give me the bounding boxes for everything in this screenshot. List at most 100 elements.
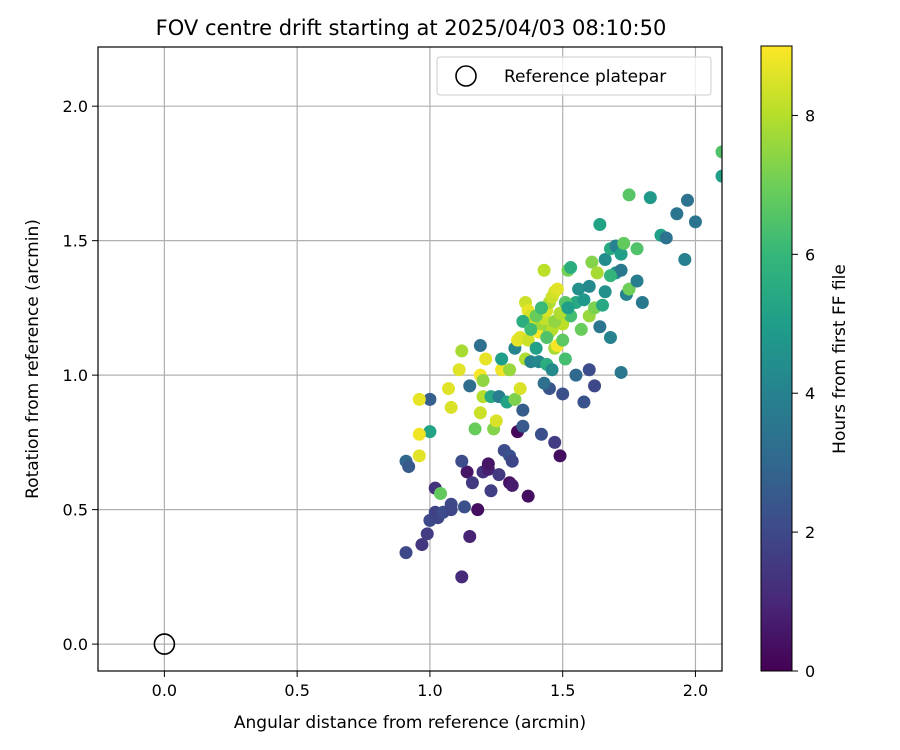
- scatter-point: [558, 352, 572, 366]
- scatter-point: [588, 379, 602, 393]
- y-axis-ticks: 0.0 0.5 1.0 1.5 2.0: [63, 97, 98, 654]
- legend-box: [436, 56, 712, 96]
- scatter-point: [715, 145, 722, 159]
- colorbar-tick-label: 8: [805, 106, 815, 125]
- reference-platepar-marker: [153, 633, 176, 655]
- scatter-point: [402, 460, 416, 474]
- scatter-point: [516, 419, 530, 433]
- scatter-point: [481, 457, 495, 471]
- scatter-point: [468, 422, 482, 436]
- scatter-point: [622, 282, 636, 296]
- scatter-point: [457, 500, 471, 514]
- scatter-point: [603, 269, 617, 283]
- data-points: [399, 145, 722, 584]
- scatter-point: [471, 503, 485, 517]
- scatter-point: [455, 344, 469, 358]
- scatter-point: [516, 403, 530, 417]
- scatter-point: [715, 169, 722, 183]
- scatter-point: [463, 530, 477, 544]
- scatter-point: [598, 252, 612, 266]
- scatter-point: [678, 252, 692, 266]
- scatter-point: [614, 247, 628, 261]
- scatter-point: [524, 322, 538, 336]
- scatter-point: [489, 414, 503, 428]
- colorbar-label: Hours from first FF file: [830, 264, 850, 454]
- scatter-point: [473, 339, 487, 353]
- scatter-point: [680, 193, 694, 207]
- y-tick-label: 1.0: [63, 366, 88, 385]
- legend-marker-icon: [455, 65, 477, 87]
- scatter-point: [572, 282, 586, 296]
- y-tick-label: 1.5: [63, 232, 88, 251]
- scatter-point: [622, 188, 636, 202]
- scatter-point: [537, 263, 551, 277]
- chart-title: FOV centre drift starting at 2025/04/03 …: [156, 16, 667, 40]
- x-tick-label: 0.5: [284, 681, 309, 700]
- scatter-point: [444, 503, 458, 517]
- scatter-point: [412, 449, 426, 463]
- x-tick-label: 1.0: [417, 681, 442, 700]
- scatter-point: [412, 392, 426, 406]
- scatter-point: [505, 454, 519, 468]
- scatter-point: [434, 486, 448, 500]
- scatter-point: [545, 363, 559, 377]
- scatter-point: [463, 379, 477, 393]
- scatter-point: [455, 570, 469, 584]
- legend-entry-reference-platepar: Reference platepar: [504, 67, 666, 87]
- x-axis-label: Angular distance from reference (arcmin): [234, 713, 586, 733]
- scatter-point: [484, 484, 498, 498]
- scatter-point: [508, 392, 522, 406]
- scatter-point: [473, 406, 487, 420]
- scatter-point: [564, 261, 578, 275]
- scatter-point: [569, 368, 583, 382]
- colorbar-ticks: 0 2 4 6 8: [792, 106, 815, 681]
- scatter-point: [492, 468, 506, 482]
- scatter-point: [561, 301, 575, 315]
- scatter-point: [590, 266, 604, 280]
- scatter-point: [455, 454, 469, 468]
- scatter-point: [479, 352, 493, 366]
- scatter-point: [444, 400, 458, 414]
- scatter-point: [465, 476, 479, 490]
- scatter-point: [534, 301, 548, 315]
- scatter-point: [593, 218, 607, 232]
- scatter-point: [548, 435, 562, 449]
- y-axis-label: Rotation from reference (arcmin): [23, 219, 43, 499]
- x-tick-label: 0.0: [152, 681, 177, 700]
- scatter-point: [534, 427, 548, 441]
- scatter-point: [521, 489, 535, 503]
- grid-lines: [98, 47, 722, 671]
- scatter-point: [540, 330, 554, 344]
- colorbar: 0 2 4 6 8 Hours from first FF file: [760, 45, 850, 681]
- y-tick-label: 0.5: [63, 501, 88, 520]
- scatter-point: [420, 527, 434, 541]
- colorbar-bar: [760, 45, 793, 672]
- colorbar-tick-label: 6: [805, 245, 815, 264]
- scatter-point: [670, 207, 684, 221]
- x-tick-label: 2.0: [683, 681, 708, 700]
- scatter-point: [529, 341, 543, 355]
- scatter-point: [442, 382, 456, 396]
- scatter-point: [614, 365, 628, 379]
- scatter-point: [415, 538, 429, 552]
- x-tick-label: 1.5: [550, 681, 575, 700]
- scatter-point: [521, 333, 535, 347]
- scatter-point: [516, 314, 530, 328]
- scatter-point: [495, 352, 509, 366]
- scatter-point: [577, 395, 591, 409]
- scatter-point: [577, 293, 591, 307]
- colorbar-tick-label: 0: [805, 662, 815, 681]
- y-tick-label: 2.0: [63, 97, 88, 116]
- plot-frame: [97, 46, 723, 672]
- scatter-point: [659, 231, 673, 245]
- scatter-point: [476, 374, 490, 388]
- x-axis-ticks: 0.0 0.5 1.0 1.5 2.0: [152, 671, 708, 700]
- y-tick-label: 0.0: [63, 635, 88, 654]
- scatter-point: [585, 255, 599, 269]
- scatter-point: [593, 320, 607, 334]
- scatter-point: [460, 465, 474, 479]
- legend: Reference platepar: [436, 56, 712, 96]
- colorbar-tick-label: 4: [805, 384, 815, 403]
- scatter-point: [643, 191, 657, 205]
